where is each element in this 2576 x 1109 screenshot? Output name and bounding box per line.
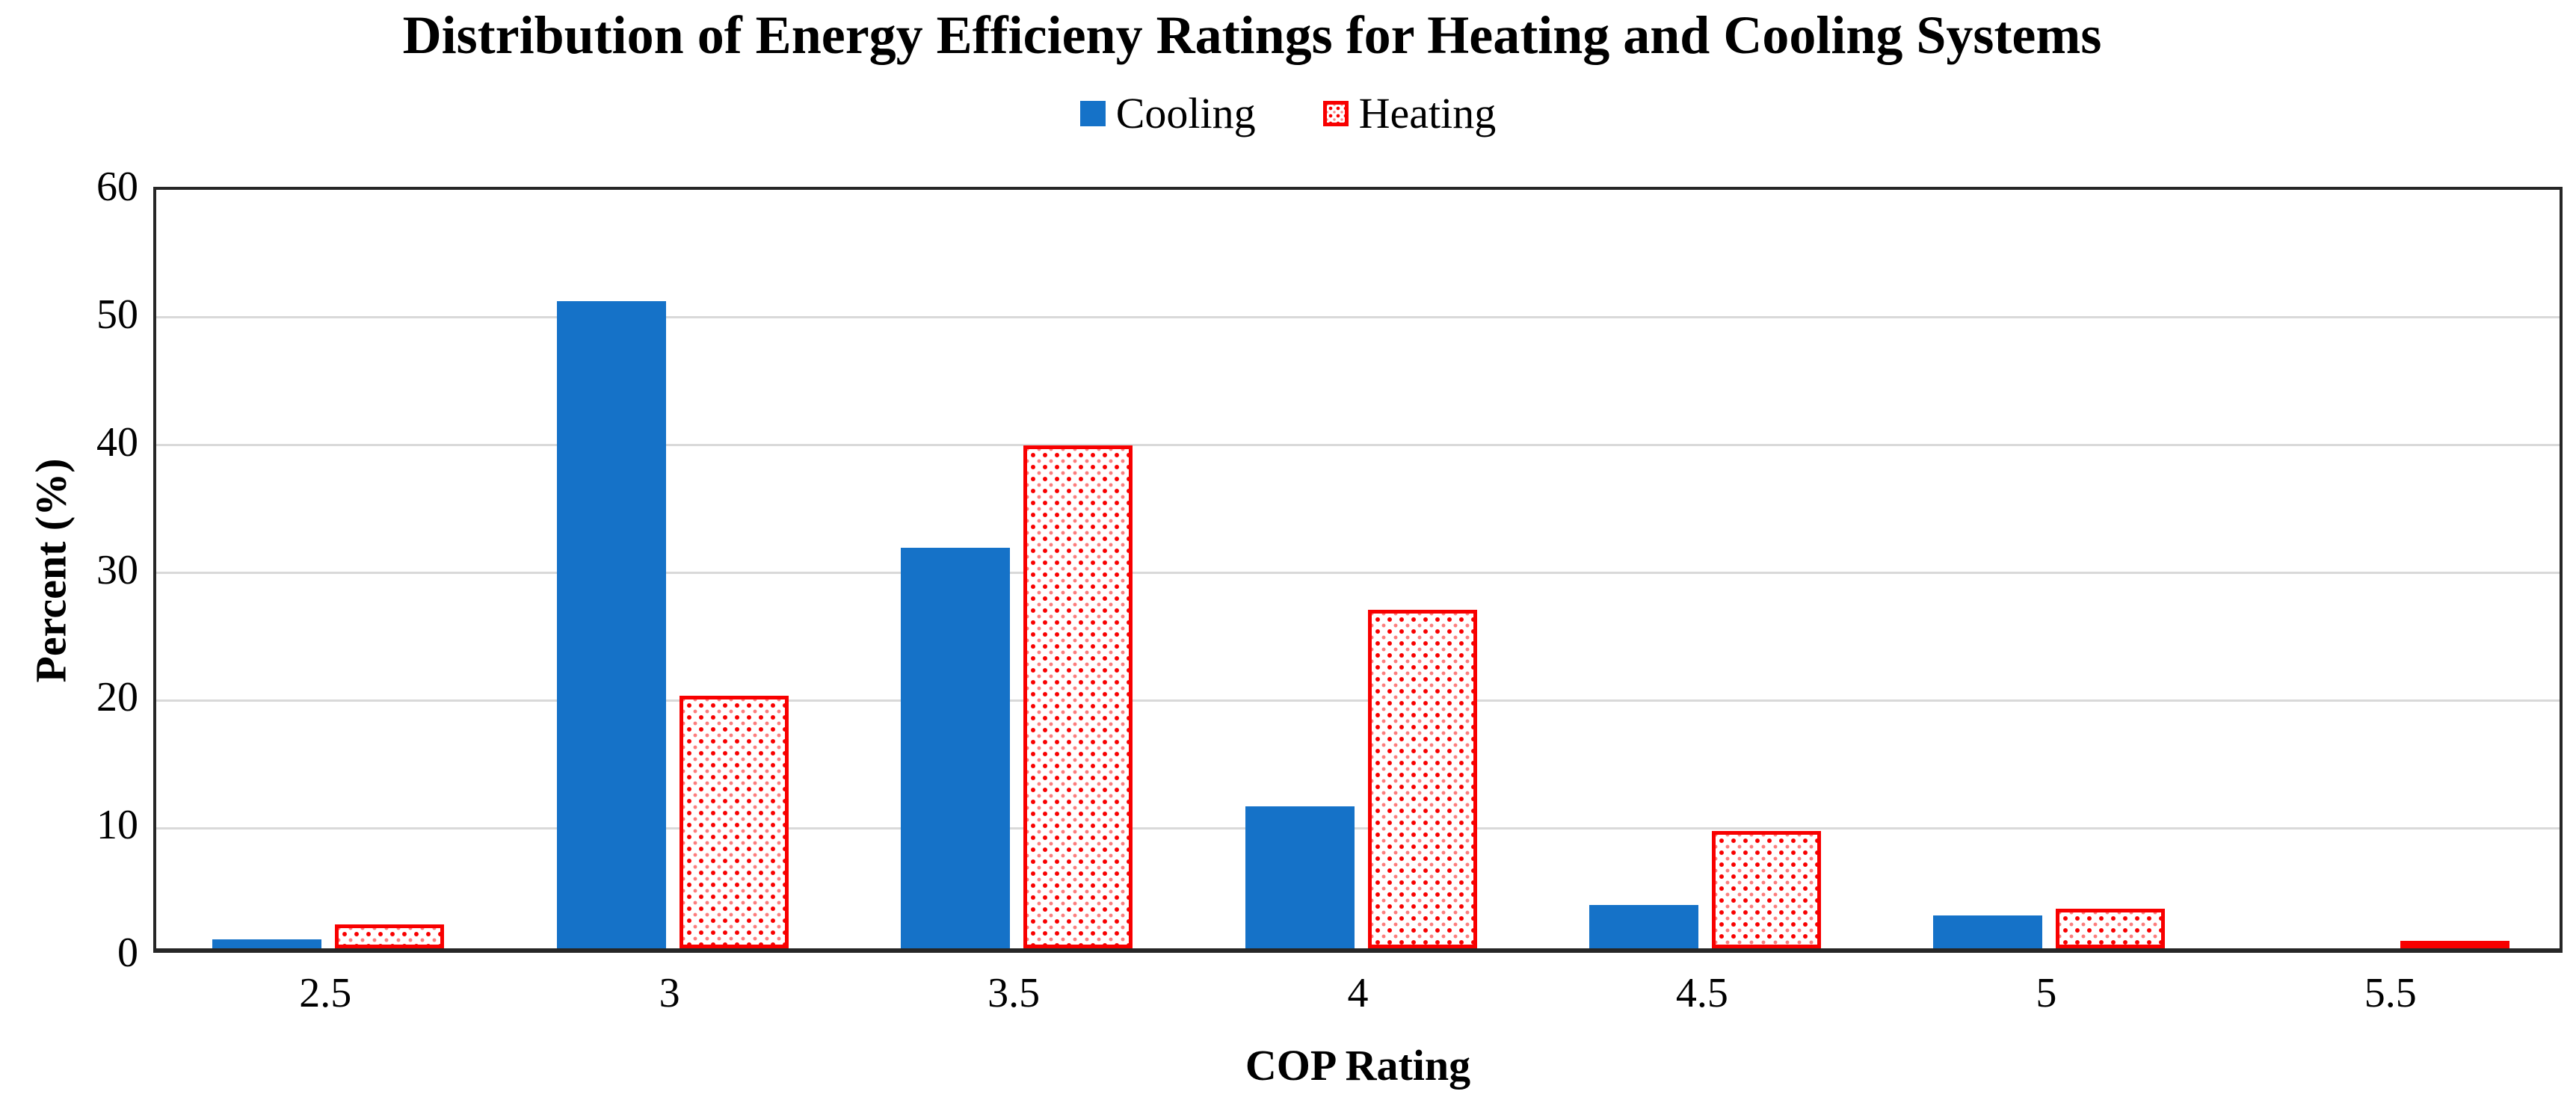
gridline-10 bbox=[156, 827, 2560, 830]
y-tick-label-0: 0 bbox=[117, 930, 138, 976]
bar-heating-3 bbox=[679, 696, 789, 948]
x-tick-label-5.5: 5.5 bbox=[2364, 970, 2417, 1016]
bar-cooling-5 bbox=[1933, 915, 2043, 948]
gridline-20 bbox=[156, 699, 2560, 702]
bar-cooling-2.5 bbox=[212, 939, 322, 948]
y-tick-label-10: 10 bbox=[96, 802, 138, 849]
x-tick-label-2.5: 2.5 bbox=[299, 970, 352, 1016]
bar-heating-5.5 bbox=[2400, 941, 2509, 948]
x-axis-title: COP Rating bbox=[1245, 1041, 1471, 1090]
legend-item-heating: Heating bbox=[1322, 88, 1497, 138]
x-tick-label-4.5: 4.5 bbox=[1675, 970, 1728, 1016]
x-tick-label-3.5: 3.5 bbox=[987, 970, 1041, 1016]
y-tick-label-50: 50 bbox=[96, 291, 138, 338]
y-tick-label-20: 20 bbox=[96, 674, 138, 721]
x-tick-label-5: 5 bbox=[2036, 970, 2057, 1016]
bar-heating-4 bbox=[1367, 610, 1477, 948]
legend-label-cooling: Cooling bbox=[1115, 89, 1256, 138]
heating-swatch-icon bbox=[1322, 100, 1349, 126]
bar-cooling-4 bbox=[1245, 806, 1355, 948]
legend-label-heating: Heating bbox=[1358, 89, 1497, 138]
gridline-40 bbox=[156, 444, 2560, 447]
bar-heating-3.5 bbox=[1023, 445, 1133, 948]
y-tick-label-60: 60 bbox=[96, 164, 138, 210]
legend: Cooling Heating bbox=[0, 88, 2576, 138]
x-tick-label-3: 3 bbox=[659, 970, 680, 1016]
y-tick-label-40: 40 bbox=[96, 418, 138, 466]
gridline-30 bbox=[156, 572, 2560, 574]
bar-heating-4.5 bbox=[1711, 831, 1821, 948]
y-tick-label-30: 30 bbox=[96, 546, 138, 593]
bar-cooling-4.5 bbox=[1589, 905, 1698, 948]
bar-cooling-3.5 bbox=[901, 548, 1011, 948]
cooling-swatch-icon bbox=[1079, 100, 1106, 126]
chart-title: Distribution of Energy Efficieny Ratings… bbox=[402, 5, 2102, 65]
bar-heating-5 bbox=[2056, 909, 2166, 948]
legend-item-cooling: Cooling bbox=[1079, 88, 1256, 138]
bar-heating-2.5 bbox=[335, 924, 445, 948]
bar-cooling-3 bbox=[556, 301, 666, 948]
gridline-50 bbox=[156, 316, 2560, 319]
plot-area bbox=[153, 187, 2563, 953]
x-tick-label-4: 4 bbox=[1347, 970, 1369, 1016]
